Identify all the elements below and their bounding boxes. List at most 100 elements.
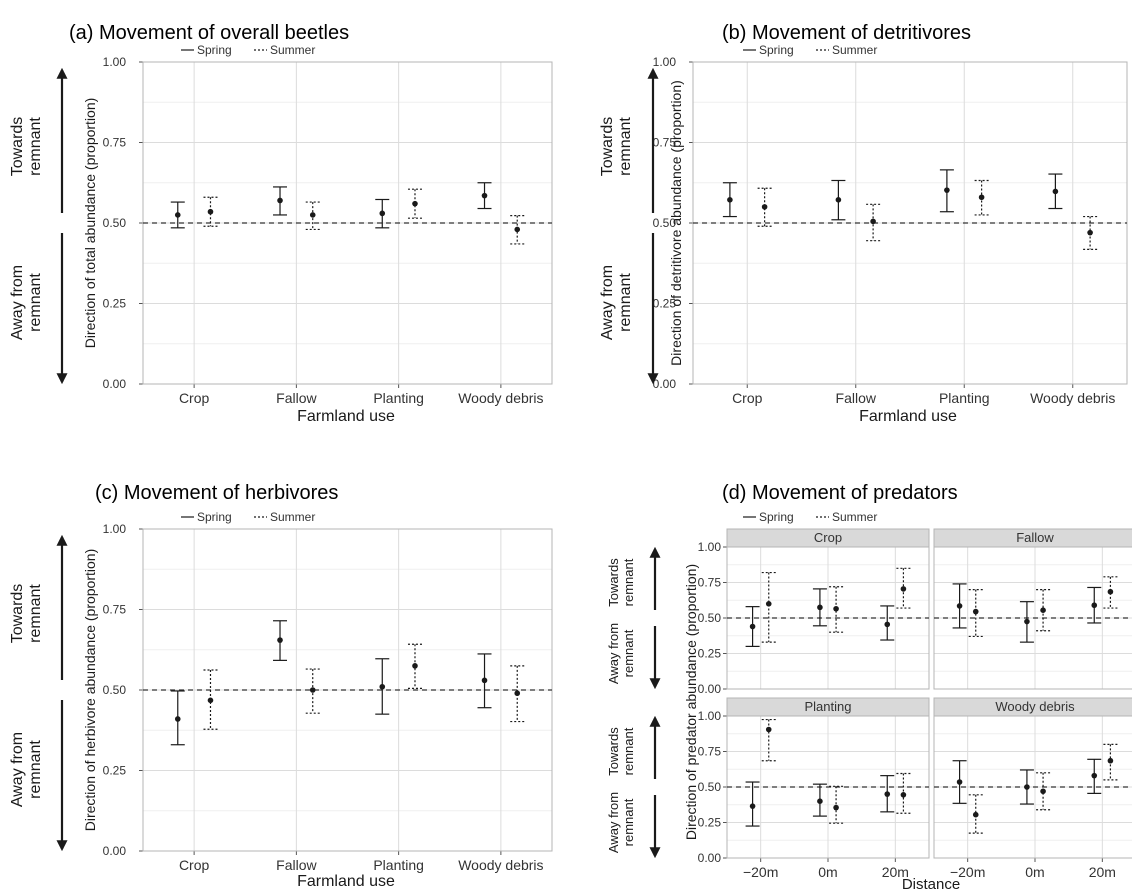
y-axis-label: Direction of detritivore abundance (prop… (668, 80, 684, 366)
legend-summer-label: Summer (832, 510, 877, 524)
point-d1-summer-0 (972, 608, 979, 615)
x-tick-label: Planting (373, 390, 424, 406)
point-d2-summer-1 (833, 804, 839, 811)
point-c-summer-2 (412, 663, 418, 669)
arrow-label-1: remnant (621, 727, 636, 775)
point-d0-spring-1 (817, 604, 823, 611)
arrow-label-3: remnant (621, 798, 636, 846)
y-tick-label: 0.75 (698, 745, 722, 759)
chart-panel-b: (b) Movement of detritivores 0.00 0.25 0.50… (653, 22, 1128, 425)
y-tick-label: 0.50 (103, 216, 127, 230)
point-d0-spring-0 (749, 623, 756, 630)
y-tick-label: 0.00 (698, 851, 722, 865)
point-c-spring-2 (379, 683, 386, 690)
facet-woody-debris: Woody debris −20m 0m 20m (933, 697, 1132, 880)
y-tick-label: 0.00 (103, 377, 127, 391)
towards-label-2: remnant (27, 117, 44, 176)
x-tick-label: Fallow (276, 390, 317, 406)
x-tick-label: 0m (1025, 864, 1044, 880)
y-tick-label: 0.00 (103, 844, 127, 858)
y-tick-label: 0.75 (698, 576, 722, 590)
point-d0-spring-2 (884, 621, 891, 628)
point-b-summer-3 (1087, 229, 1093, 236)
point-c-summer-3 (514, 690, 521, 697)
point-d0-summer-0 (765, 601, 772, 607)
x-tick-label: Woody debris (1030, 390, 1115, 406)
point-d0-summer-1 (833, 605, 839, 612)
towards-label-2: remnant (617, 117, 634, 176)
y-tick-label: 0.25 (698, 816, 722, 830)
point-d3-summer-0 (972, 811, 979, 818)
x-axis-label: Farmland use (297, 873, 395, 890)
facet-planting: Planting 0.00 0.25 0.50 0.75 1.00 −20m 0m 20m (698, 697, 930, 880)
point-d3-spring-1 (1024, 784, 1030, 790)
point-b-summer-1 (870, 218, 876, 225)
point-c-spring-3 (481, 677, 488, 684)
y-tick-label: 0.50 (653, 216, 677, 230)
legend-a: Spring Summer (181, 43, 315, 57)
point-a-summer-2 (412, 200, 418, 207)
y-tick-label: 1.00 (103, 55, 127, 69)
point-a-spring-1 (277, 197, 283, 204)
point-c-summer-1 (309, 687, 316, 693)
chart-panel-c: (c) Movement of herbivores 0.00 0.25 0.50 0.… (82, 482, 553, 890)
legend-spring-label: Spring (197, 510, 232, 524)
x-tick-label: −20m (743, 864, 778, 880)
y-tick-label: 0.50 (698, 611, 722, 625)
point-c-summer-0 (207, 697, 214, 704)
facet-fallow: Fallow (933, 528, 1132, 690)
point-d2-summer-2 (900, 792, 907, 798)
point-a-spring-3 (481, 192, 488, 199)
point-d2-summer-0 (765, 726, 772, 733)
point-b-summer-2 (978, 194, 985, 201)
y-tick-label: 1.00 (103, 522, 127, 536)
point-d1-spring-1 (1024, 618, 1030, 625)
x-tick-label: −20m (950, 864, 985, 880)
towards-label-2: remnant (27, 584, 44, 643)
away-label-1: Away from (599, 265, 616, 340)
point-c-spring-1 (277, 637, 283, 643)
legend-spring-label: Spring (197, 43, 232, 57)
y-tick-label: 0.25 (698, 647, 722, 661)
y-tick-label: 0.25 (103, 297, 127, 311)
point-d2-spring-2 (884, 791, 891, 797)
point-b-spring-1 (835, 197, 842, 203)
x-tick-label: Woody debris (458, 857, 543, 873)
y-tick-label: 0.25 (103, 764, 127, 778)
x-axis-label: Farmland use (859, 408, 957, 425)
x-tick-label: Crop (179, 390, 210, 406)
facet-strip-label: Fallow (1016, 530, 1054, 545)
point-d0-summer-2 (900, 586, 907, 592)
y-tick-label: 0.00 (698, 682, 722, 696)
chart-title: (c) Movement of herbivores (95, 482, 338, 504)
arrow-label-2: Away from (606, 792, 621, 853)
x-tick-label: Woody debris (458, 390, 543, 406)
y-tick-label: 0.25 (653, 297, 677, 311)
point-a-summer-0 (207, 208, 214, 215)
legend-summer-label: Summer (270, 510, 315, 524)
point-a-summer-1 (309, 212, 316, 218)
point-d3-summer-1 (1040, 788, 1046, 795)
arrow-label-0: Towards (606, 558, 621, 607)
chart-panel-a: (a) Movement of overall beetles 0.00 0.25 0… (69, 22, 553, 425)
legend-c: Spring Summer (181, 510, 315, 524)
legend-b: Spring Summer (743, 43, 877, 57)
arrow-label-0: Towards (606, 727, 621, 776)
point-b-spring-0 (727, 197, 733, 203)
x-tick-label: 20m (1089, 864, 1116, 880)
legend-d: Spring Summer (743, 510, 877, 524)
away-label-2: remnant (27, 740, 44, 799)
x-tick-label: Fallow (836, 390, 877, 406)
legend-spring-label: Spring (759, 510, 794, 524)
towards-label-1: Towards (9, 117, 26, 177)
point-d2-spring-0 (749, 803, 756, 809)
arrow-label-3: remnant (621, 629, 636, 677)
point-a-spring-2 (379, 210, 386, 217)
point-b-summer-0 (761, 204, 768, 210)
